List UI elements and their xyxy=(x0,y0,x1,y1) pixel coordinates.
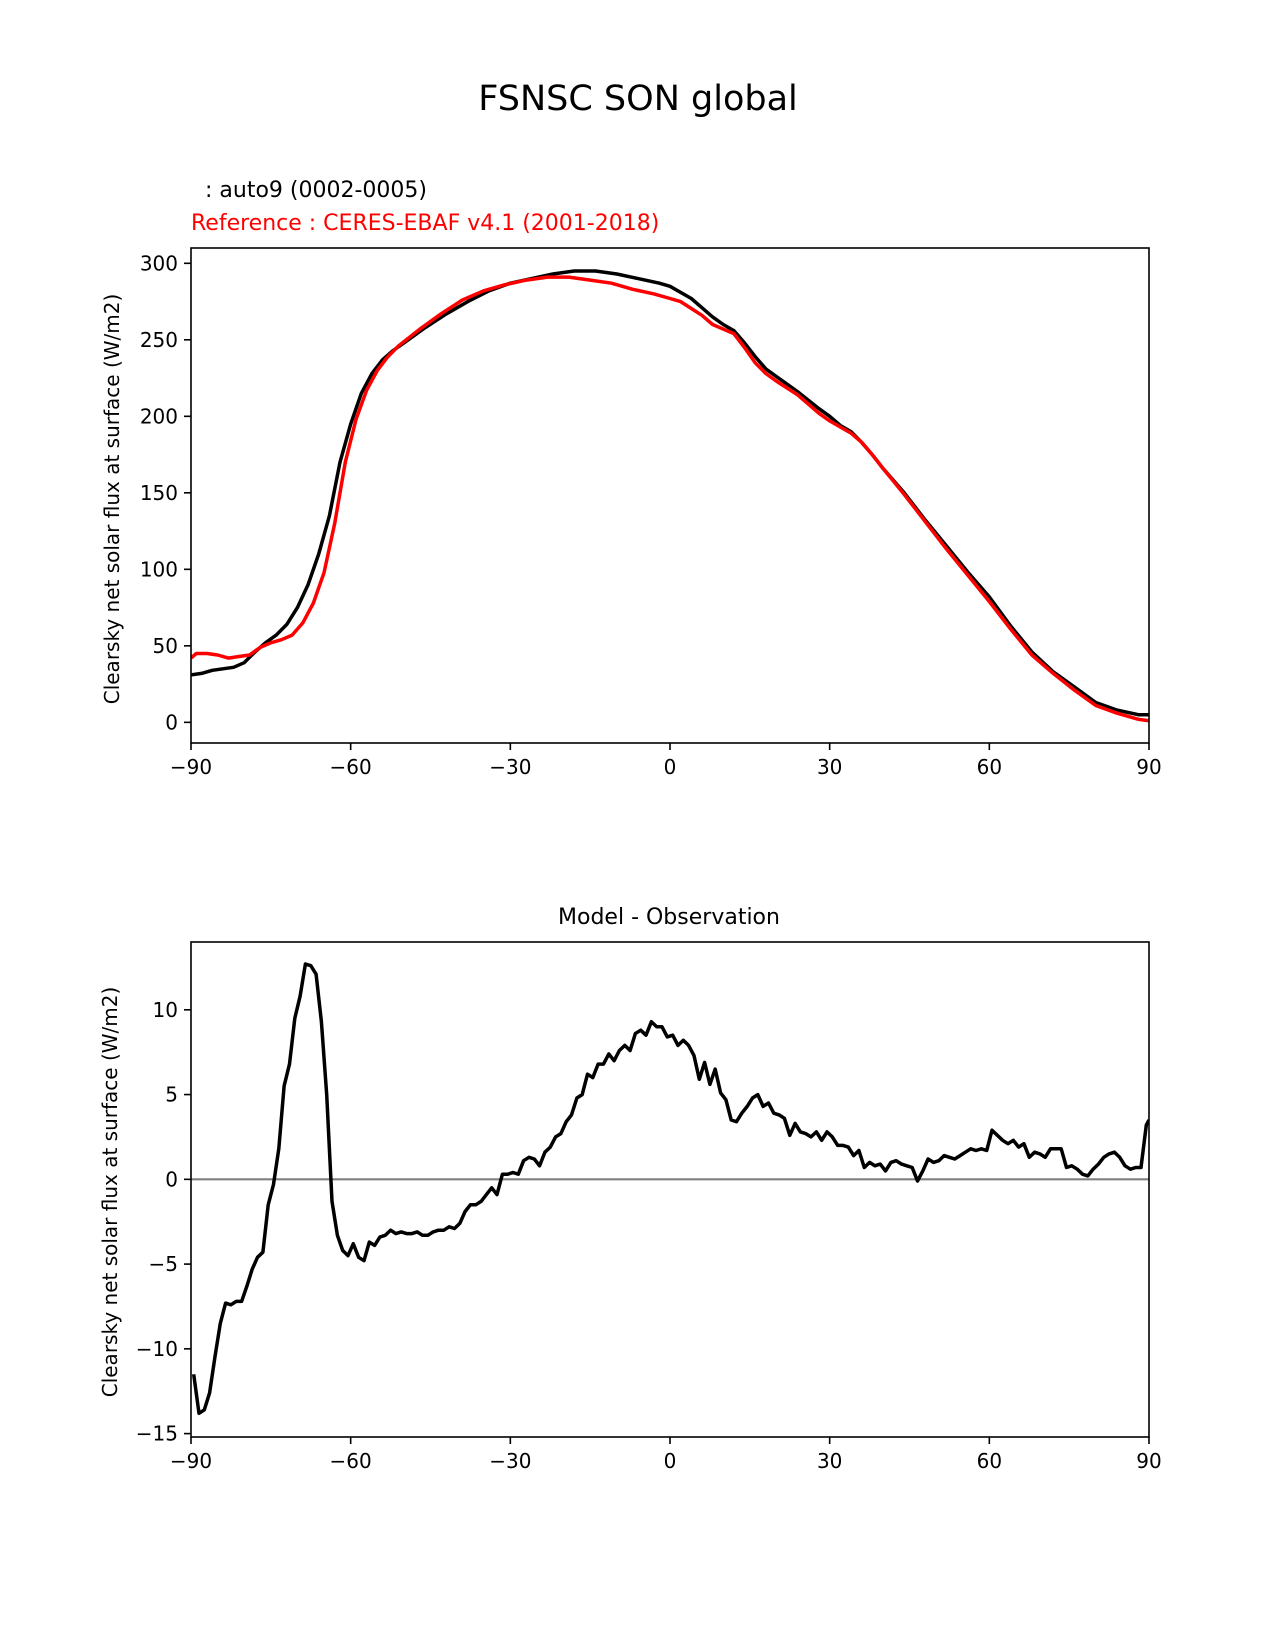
top-series-line-1 xyxy=(191,275,1149,723)
bottom-x-tick-label: 60 xyxy=(977,1449,1002,1473)
top-x-tick-label: −60 xyxy=(330,755,372,779)
figure-title: FSNSC SON global xyxy=(478,79,798,119)
reference-label: Reference : CERES-EBAF v4.1 (2001-2018) xyxy=(191,211,659,236)
bottom-x-tick-label: 0 xyxy=(664,1449,677,1473)
top-series-line-0 xyxy=(191,269,1149,717)
test-label: : auto9 (0002-0005) xyxy=(205,178,427,203)
bottom-y-tick-label: −10 xyxy=(136,1337,178,1361)
top-y-tick-label: 0 xyxy=(165,710,178,734)
bottom-y-axis-label: Clearsky net solar flux at surface (W/m2… xyxy=(98,987,122,1398)
top-x-tick-label: −90 xyxy=(170,755,212,779)
bottom-y-tick-label: −15 xyxy=(136,1422,178,1446)
bottom-panel-title: Model - Observation xyxy=(558,905,780,930)
top-x-tick-label: 90 xyxy=(1136,755,1161,779)
top-y-tick-label: 150 xyxy=(140,481,178,505)
bottom-y-tick-label: −5 xyxy=(149,1252,178,1276)
top-y-tick-label: 300 xyxy=(140,251,178,275)
top-x-tick-label: 60 xyxy=(977,755,1002,779)
top-y-tick-label: 200 xyxy=(140,404,178,428)
bottom-x-tick-label: 30 xyxy=(817,1449,842,1473)
top-y-tick-label: 50 xyxy=(153,634,178,658)
bottom-x-tick-label: 90 xyxy=(1136,1449,1161,1473)
top-panel: : auto9 (0002-0005) Reference : CERES-EB… xyxy=(100,178,1162,779)
bottom-series-line-0 xyxy=(191,962,1149,1416)
top-y-axis-label: Clearsky net solar flux at surface (W/m2… xyxy=(100,294,124,705)
top-y-tick-label: 100 xyxy=(140,557,178,581)
bottom-plot-frame xyxy=(190,941,1150,1438)
bottom-y-tick-label: 5 xyxy=(165,1083,178,1107)
bottom-y-tick-label: 10 xyxy=(153,998,178,1022)
bottom-panel: Model - Observation Clearsky net solar f… xyxy=(98,905,1162,1473)
top-x-tick-label: −30 xyxy=(489,755,531,779)
bottom-x-tick-label: −30 xyxy=(489,1449,531,1473)
bottom-x-tick-label: −60 xyxy=(330,1449,372,1473)
bottom-x-tick-label: −90 xyxy=(170,1449,212,1473)
bottom-plot-area: −90 −60 −30 0 30 60 90 −15 −10 −5 0 5 10 xyxy=(136,941,1162,1473)
top-x-tick-label: 30 xyxy=(817,755,842,779)
bottom-y-tick-label: 0 xyxy=(165,1167,178,1191)
top-y-tick-label: 250 xyxy=(140,328,178,352)
top-x-tick-label: 0 xyxy=(664,755,677,779)
top-plot-area: −90 −60 −30 0 30 60 90 0 50 100 150 200 250 300 xyxy=(140,247,1162,779)
